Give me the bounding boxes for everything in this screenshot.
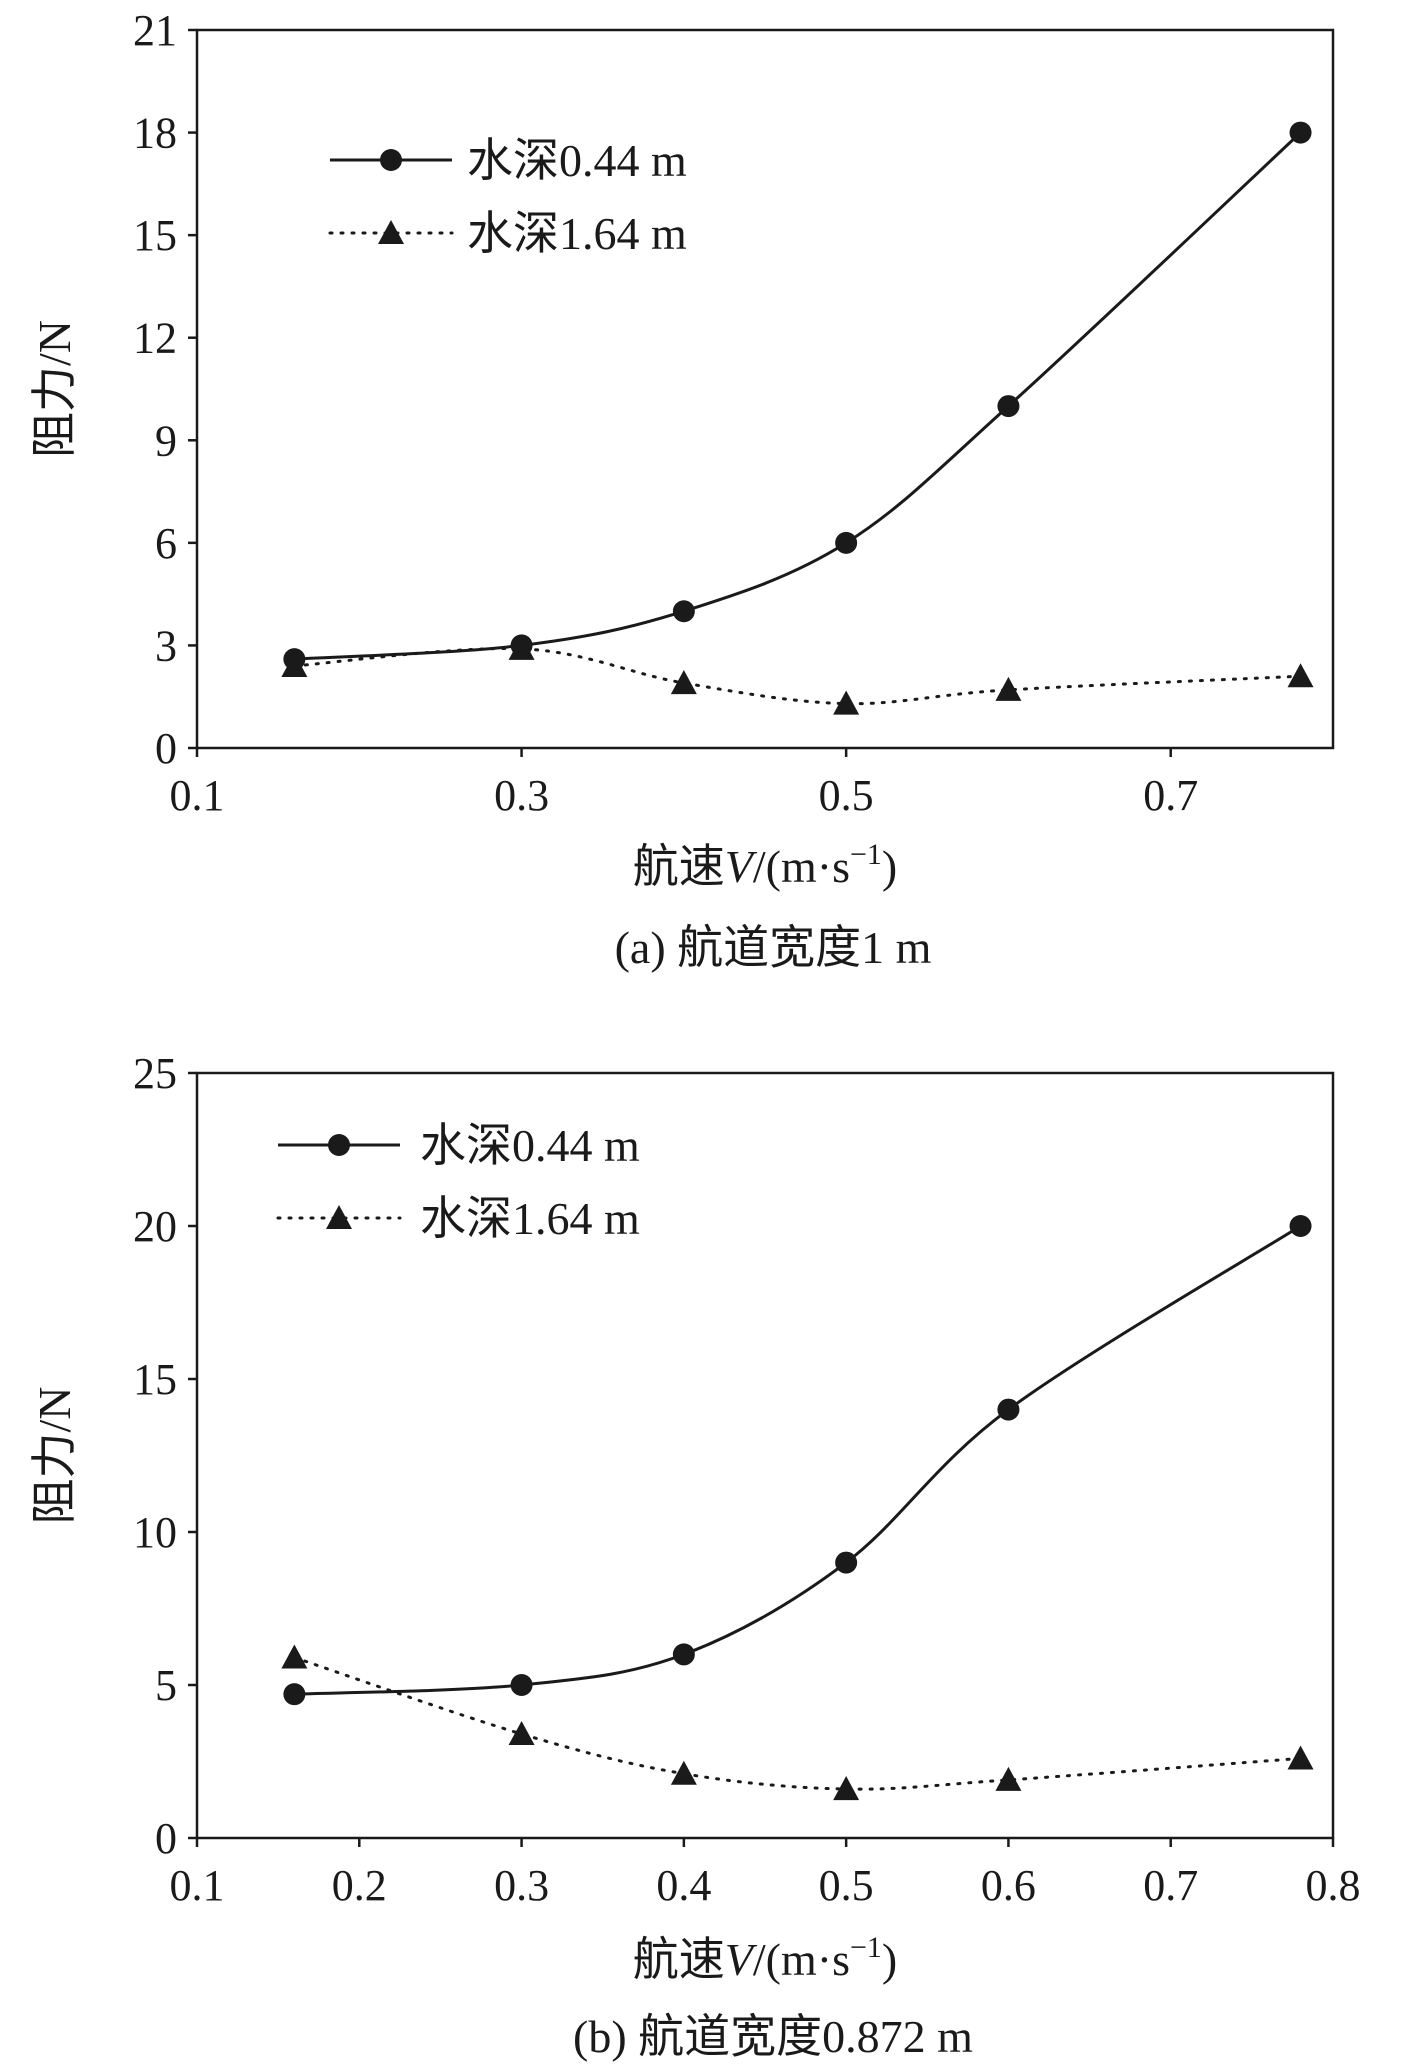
y-tick-label: 15 bbox=[133, 1355, 177, 1404]
legend-label: 水深0.44 m bbox=[467, 135, 687, 186]
data-point bbox=[833, 690, 860, 715]
x-axis-label-exp: −1 bbox=[850, 838, 882, 871]
x-axis-label: 航速V/(m·s−1) bbox=[633, 838, 897, 892]
y-tick-label: 25 bbox=[133, 1049, 177, 1098]
data-point bbox=[995, 676, 1022, 701]
x-axis-label-close: ) bbox=[882, 841, 897, 892]
y-tick-label: 0 bbox=[155, 724, 177, 773]
x-tick-label: 0.4 bbox=[656, 1861, 711, 1910]
x-axis-label-exp: −1 bbox=[850, 1931, 882, 1964]
chart-b: 0 5 10 15 20 25 0.1 0.2 0.3 0.4 0.5 0.6 0.7 0.8 阻力/N 航速… bbox=[29, 1049, 1361, 2062]
x-axis-label-close: ) bbox=[882, 1934, 897, 1985]
data-point bbox=[1287, 663, 1314, 688]
x-axis-label-var: V bbox=[725, 1934, 758, 1985]
data-point bbox=[997, 1398, 1020, 1421]
plot-frame bbox=[195, 28, 1335, 750]
x-tick-label: 0.3 bbox=[494, 771, 549, 820]
y-tick-label: 20 bbox=[133, 1202, 177, 1251]
x-axis-label-prefix: 航速 bbox=[633, 1934, 725, 1985]
data-point bbox=[835, 531, 858, 554]
legend-entry-1: 水深0.44 m bbox=[278, 1120, 640, 1171]
data-point bbox=[670, 1760, 697, 1785]
x-tick-label: 0.5 bbox=[819, 771, 874, 820]
data-point bbox=[670, 670, 697, 695]
data-point bbox=[508, 1720, 535, 1746]
data-point bbox=[835, 1551, 858, 1574]
legend-entry-2: 水深1.64 m bbox=[328, 208, 687, 259]
data-point bbox=[1287, 1745, 1314, 1770]
y-tick-label: 9 bbox=[155, 416, 177, 465]
x-axis-label-var: V bbox=[725, 841, 758, 892]
data-point bbox=[672, 1643, 695, 1666]
data-point bbox=[672, 600, 695, 623]
data-point bbox=[510, 1674, 533, 1696]
series-2 bbox=[281, 1644, 1314, 1801]
y-tick-label: 6 bbox=[155, 519, 177, 568]
series-2 bbox=[281, 635, 1314, 715]
data-point bbox=[833, 1776, 860, 1801]
data-point bbox=[283, 1683, 306, 1706]
y-axis-label: 阻力/N bbox=[29, 1387, 80, 1525]
y-tick-label: 21 bbox=[133, 6, 177, 55]
legend-marker bbox=[378, 220, 404, 245]
y-tick-label: 18 bbox=[133, 109, 177, 158]
data-point bbox=[281, 652, 308, 677]
legend-marker bbox=[328, 1134, 350, 1156]
legend-marker bbox=[326, 1205, 352, 1230]
legend-entry-2: 水深1.64 m bbox=[276, 1193, 640, 1244]
x-tick-label: 0.3 bbox=[494, 1861, 549, 1910]
x-tick-label: 0.7 bbox=[1143, 771, 1198, 820]
legend-label: 水深1.64 m bbox=[420, 1193, 640, 1244]
x-tick-label: 0.8 bbox=[1306, 1861, 1361, 1910]
y-tick-label: 10 bbox=[133, 1508, 177, 1557]
x-tick-label: 0.1 bbox=[170, 1861, 225, 1910]
x-axis-label-unit: /(m·s bbox=[753, 1934, 850, 1985]
x-tick-label: 0.7 bbox=[1143, 1861, 1198, 1910]
plot-frame bbox=[195, 1071, 1335, 1840]
legend-label: 水深0.44 m bbox=[420, 1120, 640, 1171]
y-tick-label: 0 bbox=[155, 1814, 177, 1863]
series-line bbox=[292, 646, 1302, 706]
y-axis-label: 阻力/N bbox=[29, 320, 80, 458]
legend-entry-1: 水深0.44 m bbox=[330, 135, 687, 186]
series-line bbox=[294, 131, 1302, 661]
chart-caption: (a) 航道宽度1 m bbox=[615, 922, 932, 973]
y-tick-label: 3 bbox=[155, 621, 177, 670]
x-tick-label: 0.5 bbox=[819, 1861, 874, 1910]
x-axis-label-prefix: 航速 bbox=[633, 841, 725, 892]
legend-label: 水深1.64 m bbox=[467, 208, 687, 259]
chart-caption: (b) 航道宽度0.872 m bbox=[573, 2011, 973, 2062]
data-point bbox=[1289, 1215, 1312, 1237]
x-axis-label: 航速V/(m·s−1) bbox=[633, 1931, 897, 1985]
series-line bbox=[294, 1224, 1302, 1696]
series-1 bbox=[283, 1215, 1312, 1706]
data-point bbox=[1289, 121, 1312, 144]
data-point bbox=[508, 635, 535, 660]
x-axis-label-unit: /(m·s bbox=[753, 841, 850, 892]
chart-a: 0 3 6 9 12 15 18 21 0.1 0.3 0.5 0.7 阻力/N 航速V/(m·s−1) (… bbox=[29, 6, 1335, 973]
series-1 bbox=[283, 121, 1312, 671]
data-point bbox=[995, 1766, 1022, 1791]
x-tick-label: 0.2 bbox=[332, 1861, 387, 1910]
y-tick-label: 12 bbox=[133, 314, 177, 363]
x-tick-label: 0.6 bbox=[981, 1861, 1036, 1910]
y-tick-label: 5 bbox=[155, 1661, 177, 1710]
series-line bbox=[292, 1656, 1302, 1791]
legend-marker bbox=[380, 149, 402, 171]
data-point bbox=[997, 395, 1020, 418]
data-point bbox=[281, 1644, 308, 1669]
x-tick-label: 0.1 bbox=[170, 771, 225, 820]
y-tick-label: 15 bbox=[133, 211, 177, 260]
